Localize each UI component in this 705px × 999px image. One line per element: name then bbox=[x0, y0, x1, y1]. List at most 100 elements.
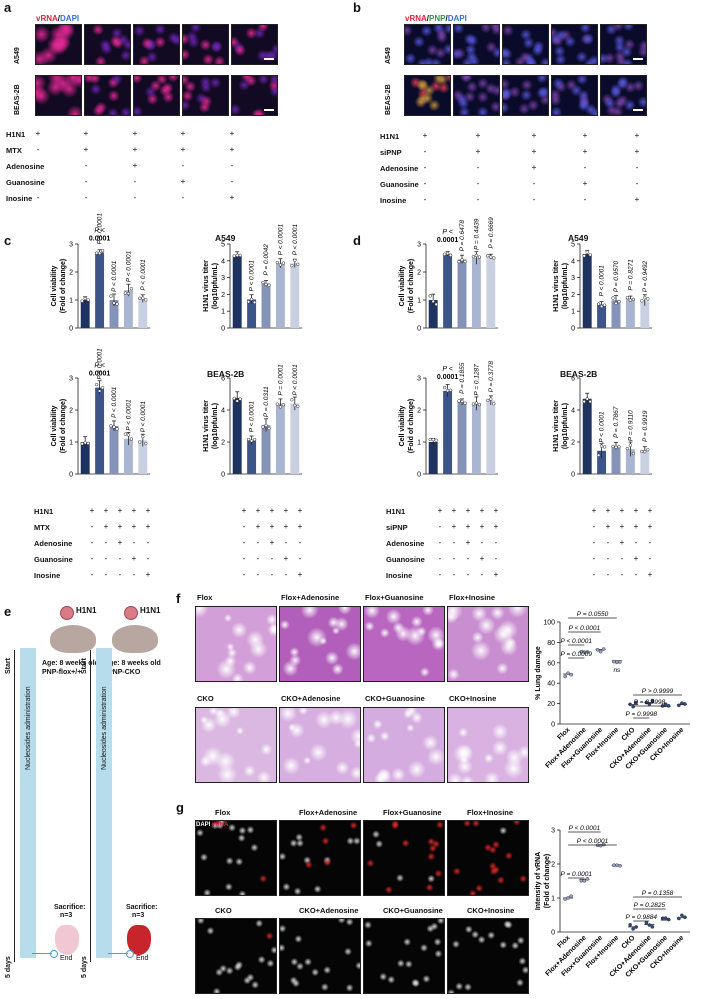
data-point bbox=[618, 863, 622, 868]
y-axis-label: % Lung damage bbox=[535, 646, 542, 700]
end-marker bbox=[32, 953, 52, 954]
bar bbox=[582, 398, 592, 474]
treatment-sign: + bbox=[269, 538, 275, 547]
data-point bbox=[596, 453, 601, 457]
p-value-label: P < 0.0001 bbox=[277, 224, 284, 256]
data-point bbox=[100, 386, 105, 390]
treatment-sign: - bbox=[606, 554, 610, 563]
data-point bbox=[109, 424, 113, 428]
treatment-sign: + bbox=[132, 129, 138, 138]
data-point bbox=[97, 251, 102, 255]
y-axis-label: (Fold of change) bbox=[60, 259, 67, 313]
treatment-sign: + bbox=[117, 522, 123, 531]
data-point bbox=[83, 441, 87, 445]
treatment-label: siPNP bbox=[380, 148, 402, 157]
p-value-label: P < bbox=[442, 366, 452, 373]
treatment-sign: - bbox=[242, 554, 246, 563]
data-point bbox=[566, 671, 570, 676]
data-point bbox=[100, 248, 105, 253]
data-point bbox=[460, 399, 464, 404]
treatment-sign: - bbox=[256, 554, 260, 563]
virus-icon bbox=[124, 606, 138, 620]
fluorescence-image bbox=[447, 820, 529, 896]
data-point bbox=[448, 388, 453, 392]
treatment-sign: + bbox=[634, 147, 640, 156]
p-value-label: 0.0001 bbox=[89, 235, 111, 242]
bar bbox=[611, 446, 621, 474]
data-point bbox=[141, 434, 145, 439]
p-value-label: P = 0.6669 bbox=[488, 217, 495, 249]
data-point bbox=[598, 649, 603, 654]
p-value-label: 0.0001 bbox=[89, 371, 111, 378]
y-axis-label: Cell viability bbox=[399, 405, 406, 446]
data-point bbox=[264, 423, 268, 428]
y-axis-label: (log10pfu/mL) bbox=[562, 263, 569, 309]
y-tick-label: 1 bbox=[417, 440, 421, 447]
data-point bbox=[677, 916, 681, 921]
data-point bbox=[489, 397, 493, 401]
treatment-sign: - bbox=[36, 193, 40, 202]
treatment-sign: + bbox=[180, 177, 186, 186]
p-value-label: P = 0.1855 bbox=[459, 362, 466, 394]
comparison-label: P = 0.0009 bbox=[561, 651, 593, 658]
treatment-sign: - bbox=[242, 570, 246, 579]
data-point bbox=[460, 258, 464, 262]
y-tick-label: 2 bbox=[551, 862, 555, 869]
data-point bbox=[614, 301, 618, 306]
micrograph-image bbox=[404, 24, 451, 65]
fluorescence-image bbox=[195, 918, 277, 994]
timeline-start: Start bbox=[81, 658, 88, 674]
p-value-label: P < bbox=[94, 363, 104, 370]
data-point bbox=[615, 863, 619, 868]
treatment-sign: + bbox=[297, 522, 303, 531]
y-tick-label: 4 bbox=[571, 258, 575, 265]
data-point bbox=[275, 402, 280, 406]
y-tick-label: 3 bbox=[551, 828, 555, 835]
image-title: CKO+Inosine bbox=[467, 906, 515, 915]
treatment-sign: - bbox=[592, 554, 596, 563]
y-tick-label: 2 bbox=[221, 292, 225, 299]
micrograph-image bbox=[35, 24, 82, 65]
comparison-label: P = 0.0001 bbox=[561, 871, 593, 878]
data-point bbox=[477, 255, 482, 259]
treatment-sign: + bbox=[83, 129, 89, 138]
p-value-label: P = 0.0042 bbox=[263, 244, 270, 276]
treatment-sign: - bbox=[452, 554, 456, 563]
micrograph-image bbox=[133, 24, 180, 65]
data-point bbox=[80, 299, 84, 303]
treatment-sign: + bbox=[479, 506, 485, 515]
virus-icon bbox=[60, 606, 74, 620]
y-axis-label: (Fold of change) bbox=[544, 854, 551, 908]
fluorescence-image bbox=[279, 918, 361, 994]
bar bbox=[290, 263, 300, 328]
treatment-sign: - bbox=[270, 570, 274, 579]
data-point bbox=[261, 280, 265, 285]
data-point bbox=[628, 922, 632, 927]
mouse-age: Age: 8 weeks old bbox=[104, 660, 161, 667]
image-title: CKO+Inosine bbox=[449, 694, 497, 703]
treatment-sign: - bbox=[592, 538, 596, 547]
treatment-sign: + bbox=[465, 538, 471, 547]
bar bbox=[625, 298, 635, 328]
data-point bbox=[235, 399, 239, 403]
data-point bbox=[232, 396, 236, 401]
p-value-label: P < 0.0001 bbox=[125, 399, 132, 431]
timeline-bar bbox=[96, 648, 112, 958]
data-point bbox=[660, 916, 665, 921]
data-point bbox=[628, 298, 633, 302]
treatment-sign: - bbox=[104, 538, 108, 547]
data-point bbox=[129, 287, 134, 291]
treatment-sign: + bbox=[493, 506, 499, 515]
data-point bbox=[138, 296, 142, 300]
treatment-sign: - bbox=[242, 522, 246, 531]
comparison-label: P = 0.9998 bbox=[634, 699, 666, 706]
treatment-sign: + bbox=[633, 522, 639, 531]
mouse-genotype: PNP-flox+/+ bbox=[42, 669, 82, 676]
y-tick-label: 2 bbox=[571, 440, 575, 447]
mouse-genotype: PNP-CKO bbox=[108, 669, 141, 676]
data-point bbox=[611, 296, 615, 300]
comparison-label: P = 0.9998 bbox=[626, 711, 658, 718]
data-point bbox=[457, 260, 461, 264]
timeline-label: Nucleosides administration bbox=[101, 686, 108, 770]
treatment-sign: - bbox=[494, 538, 498, 547]
